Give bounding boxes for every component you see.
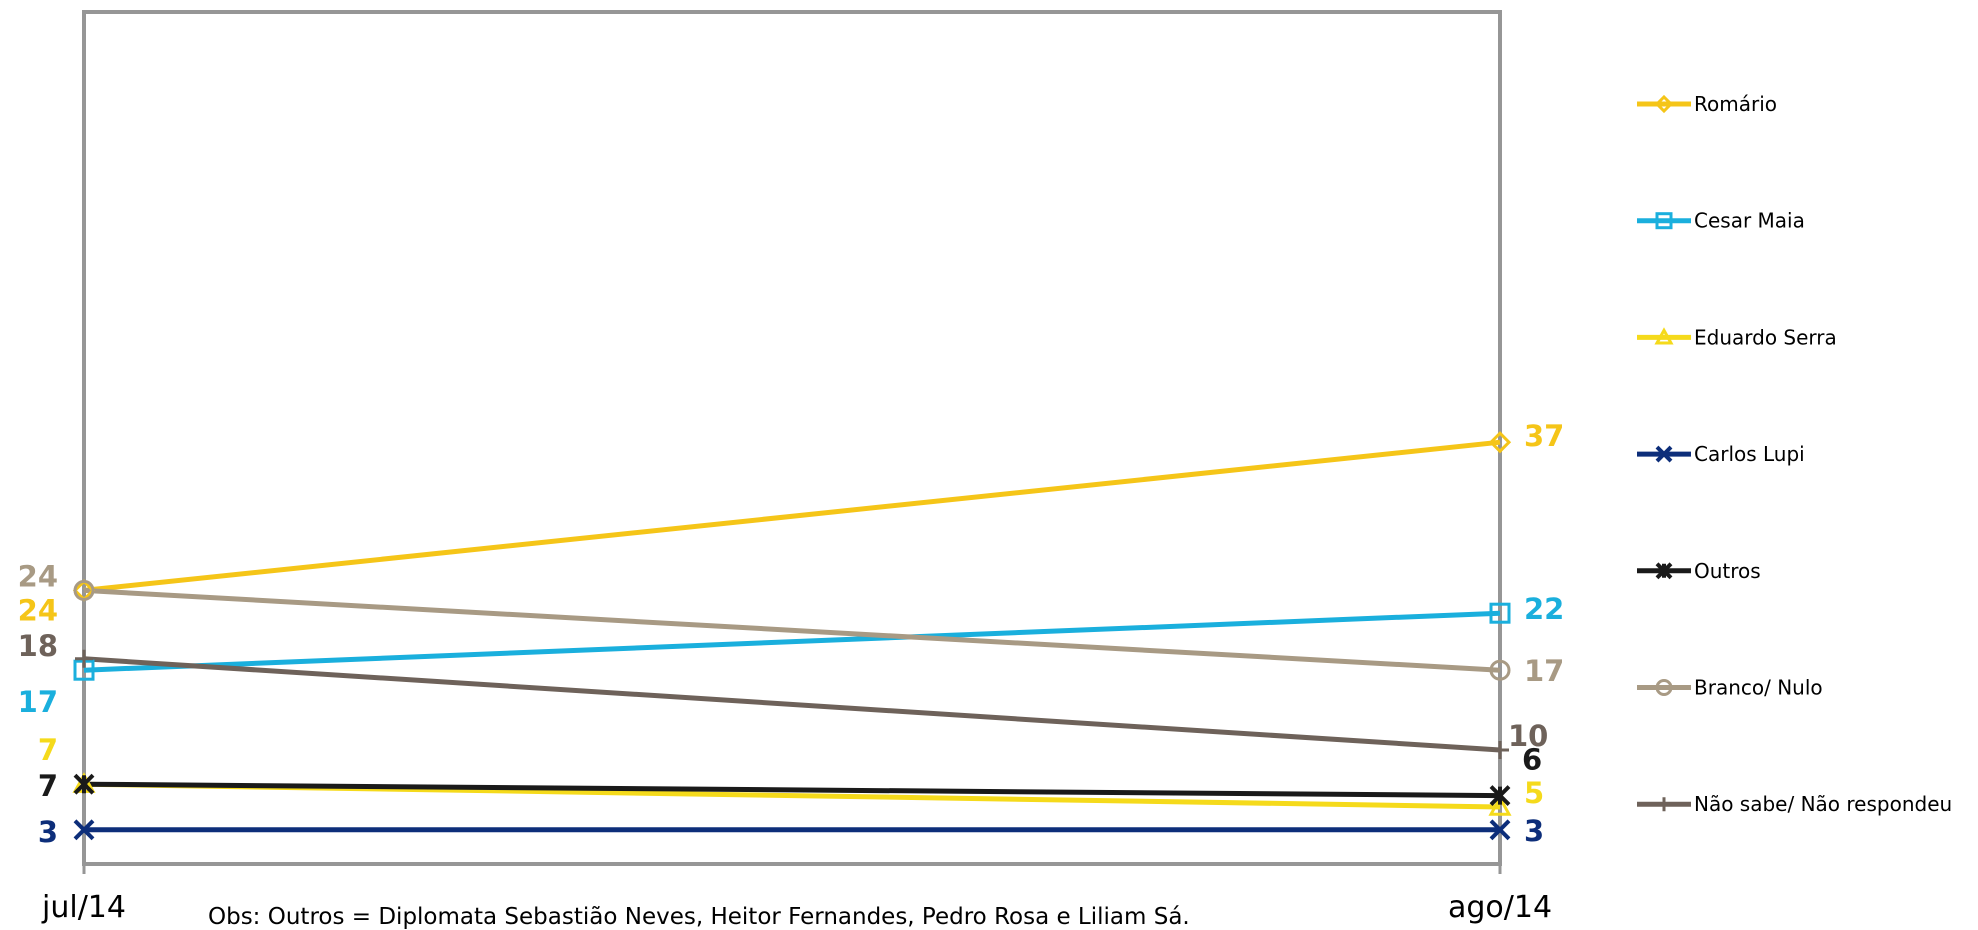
data-label-eduardo-serra-jul: 7: [38, 733, 58, 767]
data-label-branco-nulo-ago: 17: [1524, 654, 1564, 688]
x-axis-ticks: jul/14 ago/14: [41, 864, 1552, 925]
series-line-branco-nulo: [83, 587, 1501, 673]
series-line-cesar-maia: [83, 610, 1501, 673]
legend-marker-nao-sabe-nao-respondeu: [1657, 797, 1671, 812]
legend-label-cesar-maia: Cesar Maia: [1694, 209, 1805, 233]
data-label-outros-jul: 7: [38, 769, 58, 803]
legend-label-outros: Outros: [1694, 559, 1761, 583]
legend-marker-cesar-maia: [1655, 212, 1673, 230]
x-tick-label-jul-14: jul/14: [41, 890, 126, 925]
x-tick-label-ago-14: ago/14: [1448, 890, 1552, 925]
legend-marker-eduardo-serra: [1654, 327, 1674, 345]
marker-nao-sabe-nao-respondeu-ago-14: [1491, 741, 1509, 759]
marker-carlos-lupi-jul-14: [73, 819, 95, 841]
data-label-outros-ago: 6: [1522, 743, 1542, 777]
legend-label-romario: Romário: [1694, 92, 1777, 116]
data-label-romario-ago: 37: [1524, 419, 1564, 453]
legend-marker-outros: [1655, 562, 1673, 580]
series-line-romario: [83, 439, 1501, 593]
data-label-cesar-maia-ago: 22: [1524, 592, 1564, 626]
legend-label-branco-nulo: Branco/ Nulo: [1694, 676, 1823, 700]
legend: Romário Cesar Maia Eduardo Serra Carlos Lup…: [1637, 92, 1952, 816]
marker-outros-ago-14: [1489, 785, 1511, 807]
series-lines: [83, 439, 1501, 833]
legend-label-eduardo-serra: Eduardo Serra: [1694, 325, 1837, 349]
data-label-eduardo-serra-ago: 5: [1524, 776, 1544, 810]
marker-outros-jul-14: [73, 773, 95, 795]
marker-branco-nulo-ago-14: [1489, 659, 1511, 681]
marker-cesar-maia-ago-14: [1489, 602, 1511, 624]
marker-branco-nulo-jul-14: [73, 579, 95, 601]
chart-note: Obs: Outros = Diplomata Sebastião Neves,…: [208, 904, 1190, 930]
series-line-nao-sabe-nao-respondeu: [83, 656, 1501, 753]
data-label-carlos-lupi-jul: 3: [38, 815, 58, 849]
legend-marker-carlos-lupi: [1655, 445, 1673, 463]
data-label-romario-jul: 24: [18, 593, 58, 627]
data-label-branco-nulo-jul: 24: [18, 559, 58, 593]
series-markers: [72, 431, 1512, 841]
data-label-nao-sabe-nao-respondeu-ago: 10: [1508, 719, 1548, 753]
data-label-nao-sabe-nao-respondeu-jul: 18: [18, 629, 58, 663]
series-line-outros: [83, 781, 1501, 799]
plot-area-border: [82, 10, 1502, 866]
legend-label-nao-sabe-nao-respondeu: Não sabe/ Não respondeu: [1694, 792, 1952, 816]
legend-marker-romario: [1654, 94, 1674, 114]
data-label-carlos-lupi-ago: 3: [1524, 814, 1544, 848]
marker-romario-ago-14: [1488, 431, 1512, 454]
legend-label-carlos-lupi: Carlos Lupi: [1694, 442, 1805, 466]
data-label-cesar-maia-jul: 17: [18, 685, 58, 719]
legend-marker-branco-nulo: [1655, 679, 1673, 696]
marker-nao-sabe-nao-respondeu-jul-14: [75, 649, 93, 668]
marker-carlos-lupi-ago-14: [1489, 819, 1511, 841]
marker-eduardo-serra-ago-14: [1488, 794, 1512, 816]
